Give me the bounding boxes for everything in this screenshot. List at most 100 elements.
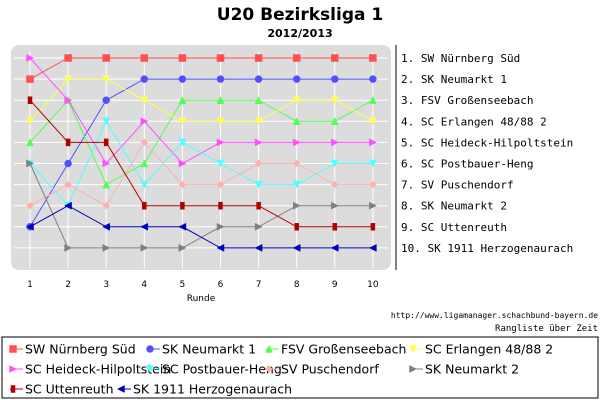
data-point <box>369 201 377 210</box>
x-tick-label: 3 <box>103 280 109 290</box>
x-tick-label: 6 <box>218 280 224 290</box>
data-point <box>64 75 73 84</box>
data-point <box>368 96 377 104</box>
data-point <box>369 180 377 189</box>
data-point <box>254 96 263 104</box>
data-point <box>254 54 263 62</box>
data-point <box>64 243 73 252</box>
legend-label: SK Neumarkt 1 <box>162 342 256 357</box>
x-axis-ticks: 1 2 3 4 5 6 7 8 9 10 <box>27 280 379 290</box>
footer-caption: Rangliste über Zeit <box>495 324 598 334</box>
rank-label: 10. SK 1911 Herzogenaurach <box>401 242 573 255</box>
series-line <box>29 205 373 249</box>
data-point <box>27 96 33 104</box>
series-lines <box>25 54 377 252</box>
data-point <box>102 222 110 231</box>
data-point <box>216 243 225 252</box>
data-point <box>140 117 149 126</box>
data-point <box>64 180 72 189</box>
legend-label: SV Puschendorf <box>281 362 379 377</box>
legend-label: SW Nürnberg Süd <box>25 342 136 357</box>
data-point <box>140 222 149 231</box>
data-point <box>331 75 339 83</box>
data-point <box>178 96 187 104</box>
rank-label: 4. SC Erlangen 48/88 2 <box>401 115 547 128</box>
x-tick-label: 2 <box>65 280 71 290</box>
data-point <box>331 138 339 147</box>
data-point <box>292 243 301 252</box>
data-point <box>102 201 111 210</box>
rank-label: 2. SK Neumarkt 1 <box>401 73 507 86</box>
data-point <box>102 75 111 84</box>
x-tick-label: 9 <box>332 280 338 290</box>
data-point <box>331 201 339 210</box>
data-point <box>178 75 187 83</box>
legend-item: SV Puschendorf <box>265 362 379 377</box>
x-tick-label: 10 <box>367 280 379 290</box>
legend-marker <box>265 365 273 373</box>
legend-marker <box>9 345 17 353</box>
data-point <box>254 180 263 189</box>
data-point <box>368 159 377 168</box>
legend-marker <box>146 345 154 353</box>
data-point <box>331 54 339 62</box>
data-point <box>292 75 301 83</box>
rank-label: 1. SW Nürnberg Süd <box>401 52 520 65</box>
data-point <box>140 75 149 83</box>
data-point <box>140 96 149 105</box>
data-point <box>216 138 225 147</box>
series-6 <box>26 138 377 210</box>
data-point <box>254 222 263 231</box>
rank-label: 6. SC Postbauer-Heng <box>401 158 533 171</box>
data-point <box>216 159 225 168</box>
rank-label: 9. SC Uttenreuth <box>401 221 507 234</box>
legend: SW Nürnberg Süd SK Neumarkt 1 FSV Großense… <box>9 342 553 397</box>
x-tick-label: 1 <box>27 280 33 290</box>
x-tick-label: 4 <box>141 280 147 290</box>
data-point <box>216 54 225 62</box>
legend-item: SC Postbauer-Heng <box>146 362 282 377</box>
series-line <box>29 99 373 228</box>
data-point <box>368 243 377 252</box>
data-point <box>292 180 301 189</box>
series-9 <box>25 201 377 252</box>
data-point <box>254 243 263 252</box>
data-point <box>140 54 149 62</box>
data-point <box>26 138 34 147</box>
data-point <box>178 243 187 252</box>
data-point <box>178 54 187 62</box>
rank-label: 7. SV Puschendorf <box>401 179 514 192</box>
x-tick-label: 8 <box>294 280 300 290</box>
legend-label: SC Heideck-Hilpoltstein <box>25 362 171 377</box>
legend-marker <box>9 365 18 373</box>
legend-marker <box>116 385 125 393</box>
data-point <box>178 180 187 189</box>
series-0 <box>26 54 377 83</box>
legend-label: SC Erlangen 48/88 2 <box>425 342 553 357</box>
data-point <box>330 159 339 168</box>
chart-title: U20 Bezirksliga 1 <box>217 5 383 25</box>
data-point <box>218 201 223 210</box>
data-point <box>25 222 34 231</box>
data-point <box>178 138 187 147</box>
data-point <box>294 223 299 231</box>
x-tick-label: 5 <box>180 280 186 290</box>
legend-item: SK Neumarkt 2 <box>409 362 519 377</box>
legend-item: SC Heideck-Hilpoltstein <box>9 362 171 377</box>
data-point <box>368 117 377 126</box>
rank-label: 3. FSV Großenseebach <box>401 94 533 107</box>
data-point <box>292 54 301 62</box>
data-point <box>103 138 109 147</box>
data-point <box>64 96 73 105</box>
data-point <box>292 159 301 168</box>
series-8 <box>27 96 376 231</box>
series-line <box>29 57 373 80</box>
data-point <box>330 96 339 105</box>
data-point <box>26 201 34 210</box>
data-point <box>64 54 72 62</box>
data-point <box>292 96 301 105</box>
data-point <box>140 180 149 189</box>
legend-box <box>1 336 599 399</box>
legend-item: SW Nürnberg Süd <box>9 342 136 357</box>
data-point <box>142 201 147 210</box>
